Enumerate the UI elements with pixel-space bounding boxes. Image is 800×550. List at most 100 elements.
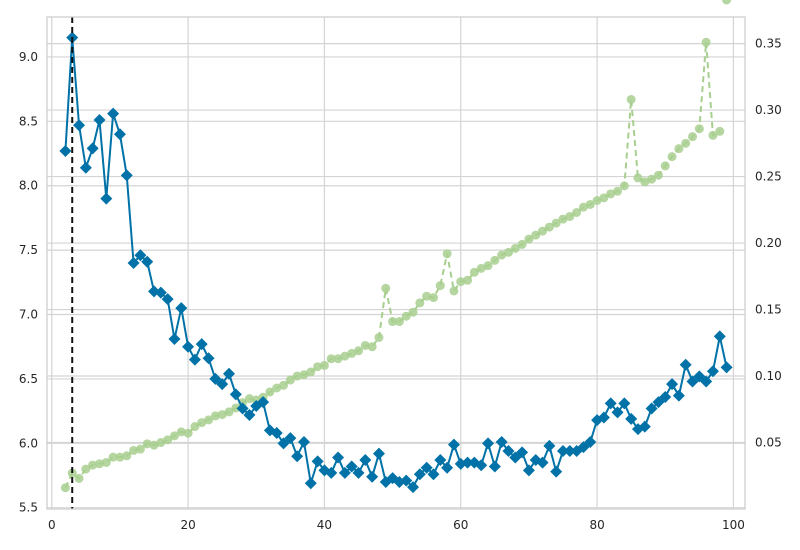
fit-time-point [135, 444, 145, 454]
score-point [270, 427, 283, 440]
score-point [482, 437, 495, 450]
score-point [79, 161, 92, 174]
x-tick-label: 0 [48, 518, 56, 532]
score-point [304, 477, 317, 490]
fit-time-point [176, 427, 186, 437]
fit-time-point [360, 340, 370, 350]
fit-time-point [442, 249, 452, 259]
fit-time-point [88, 460, 98, 470]
fit-time-point [435, 281, 445, 291]
x-tick-label: 40 [317, 518, 332, 532]
fit-time-point [169, 431, 179, 441]
fit-time-point [285, 375, 295, 385]
fit-time-point [626, 94, 636, 104]
fit-time-point [319, 360, 329, 370]
score-point [59, 144, 72, 157]
fit-time-point [210, 411, 220, 421]
score-point [557, 445, 570, 458]
primary-series [59, 31, 733, 494]
y-tick-label: 8.0 [19, 179, 38, 193]
score-point [522, 464, 535, 477]
fit-time-point [510, 243, 520, 253]
fit-time-point [585, 199, 595, 209]
score-point [182, 340, 195, 353]
score-point [516, 446, 529, 459]
fit-time-point [640, 177, 650, 187]
fit-time-point [326, 354, 336, 364]
fit-time-point [469, 267, 479, 277]
fit-time-point [613, 186, 623, 196]
score-point [134, 249, 147, 262]
score-point [257, 396, 270, 409]
score-point [93, 114, 106, 127]
score-point [488, 460, 501, 473]
score-point [222, 367, 235, 380]
score-point [563, 445, 576, 458]
score-point [550, 465, 563, 478]
score-point [107, 107, 120, 120]
secondary-y-tick-label: 0.35 [755, 37, 782, 51]
score-point [461, 456, 474, 469]
fit-time-point [524, 234, 534, 244]
fit-time-point [688, 132, 698, 142]
fit-time-point [463, 275, 473, 285]
score-point [543, 439, 556, 452]
fit-time-point [415, 298, 425, 308]
secondary-y-tick-label: 0.05 [755, 436, 782, 450]
fit-time-point [217, 410, 227, 420]
score-point [100, 192, 113, 205]
fit-time-point [531, 230, 541, 240]
score-point [161, 293, 174, 306]
fit-time-point [108, 452, 118, 462]
fit-time-point [660, 161, 670, 171]
fit-time-point [476, 263, 486, 273]
fit-time-point [681, 138, 691, 148]
fit-time-point [422, 291, 432, 301]
score-point [352, 466, 365, 479]
fit-time-point [381, 283, 391, 293]
fit-time-point [299, 370, 309, 380]
score-point [584, 436, 597, 449]
fit-time-point [653, 170, 663, 180]
fit-time-point [694, 124, 704, 134]
score-point [611, 406, 624, 419]
fit-time-point [81, 464, 91, 474]
secondary-y-tick-label: 0.25 [755, 170, 782, 184]
x-tick-label: 20 [180, 518, 195, 532]
fit-time-point [340, 351, 350, 361]
fit-time-point [394, 317, 404, 327]
secondary-series [60, 0, 732, 493]
score-point [706, 365, 719, 378]
fit-time-point [94, 459, 104, 469]
fit-time-point [224, 407, 234, 417]
fit-time-point [578, 202, 588, 212]
fit-time-point [374, 332, 384, 342]
score-point [291, 450, 304, 463]
fit-time-point [572, 207, 582, 217]
fit-time-point [558, 214, 568, 224]
score-point [659, 390, 672, 403]
score-point [345, 460, 358, 473]
score-point [73, 119, 86, 132]
fit-time-point [354, 346, 364, 356]
y-tick-label: 9.0 [19, 50, 38, 64]
fit-time-point [517, 239, 527, 249]
fit-time-point [449, 286, 459, 296]
score-point [420, 461, 433, 474]
score-point [679, 358, 692, 371]
score-point [638, 420, 651, 433]
score-point [284, 432, 297, 445]
fit-time-point [122, 451, 132, 461]
score-point [495, 436, 508, 449]
score-point [618, 397, 631, 410]
secondary-y-tick-label: 0.10 [755, 369, 782, 383]
score-point [604, 397, 617, 410]
fit-time-point [633, 173, 643, 183]
score-point [311, 455, 324, 468]
fit-time-point [544, 222, 554, 232]
fit-time-point [619, 181, 629, 191]
fit-time-point [674, 144, 684, 154]
y-tick-label: 7.0 [19, 308, 38, 322]
score-point [672, 389, 685, 402]
score-point [359, 454, 372, 467]
